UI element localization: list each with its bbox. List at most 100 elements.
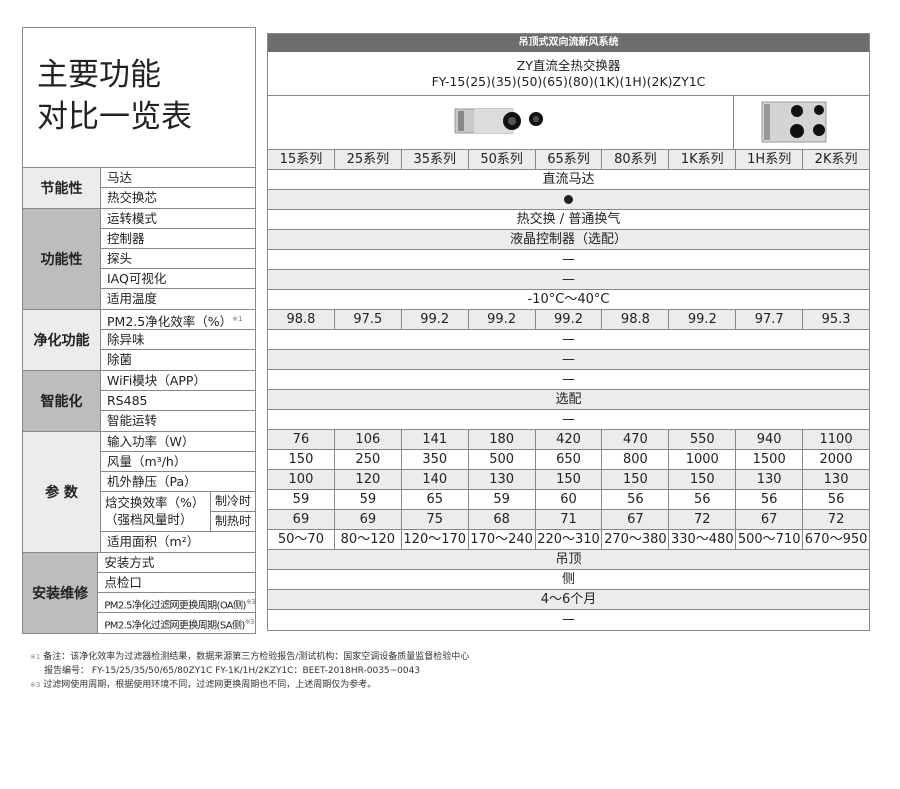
feature-item-label: PM2.5净化效率（%） bbox=[107, 314, 233, 330]
feature-item: 焓交换效率（%）（强档风量时） bbox=[101, 492, 211, 531]
spec-row: 吊顶 bbox=[268, 550, 869, 570]
spec-value: 120 bbox=[335, 470, 402, 489]
feature-items: WiFi模块（APP） RS485 智能运转 bbox=[101, 371, 255, 431]
series-header: 80系列 bbox=[602, 150, 670, 169]
spec-value: 68 bbox=[469, 510, 536, 529]
footnotes: ※1 备注：该净化效率为过滤器检测结果，数据来源第三方检验报告/测试机构：国家空… bbox=[30, 650, 469, 692]
feature-item: 智能运转 bbox=[101, 411, 255, 431]
spec-merged-value: 液晶控制器（选配） bbox=[509, 232, 627, 247]
spec-row: 50～70 80～120 120～170 170～240 220～310 270～380 3… bbox=[268, 530, 869, 550]
spec-table: 吊顶式双向流新风系统 ZY直流全热交换器 FY-15(25)(35)(50)(6… bbox=[267, 33, 870, 631]
feature-item: 除异味 bbox=[101, 330, 255, 350]
spec-value: 130 bbox=[469, 470, 536, 489]
spec-value: 100 bbox=[268, 470, 335, 489]
product-images bbox=[268, 96, 869, 150]
feature-item-label: 控制器 bbox=[107, 231, 145, 246]
feature-item: 热交换芯 bbox=[101, 188, 255, 208]
spec-value: 2000 bbox=[819, 452, 853, 467]
feature-group: 智能化 WiFi模块（APP） RS485 智能运转 bbox=[23, 371, 255, 432]
spec-row: 59 59 65 59 60 56 56 56 56 bbox=[268, 490, 869, 510]
spec-value: 150 bbox=[536, 470, 603, 489]
product-image-large bbox=[734, 96, 870, 149]
spec-row: 选配 bbox=[268, 390, 869, 410]
spec-value: 150 bbox=[669, 470, 737, 489]
spec-row: 98.8 97.5 99.2 99.2 99.2 98.8 99.2 97.7 95.3 bbox=[268, 310, 869, 330]
spec-value: 72 bbox=[827, 512, 845, 527]
feature-item: 适用面积（m²） bbox=[101, 532, 255, 552]
spec-value: 67 bbox=[602, 510, 670, 529]
footnote-text: 报告编号： FY-15/25/35/50/65/80ZY1C FY-1K/1H/… bbox=[44, 666, 421, 676]
spec-merged-value: — bbox=[562, 372, 575, 387]
spec-merged-value: 吊顶 bbox=[555, 552, 582, 567]
enthalpy-efficiency-item: 焓交换效率（%）（强档风量时） 制冷时 制热时 bbox=[101, 492, 255, 532]
feature-item-label: 安装方式 bbox=[104, 555, 155, 570]
spec-merged-value: — bbox=[562, 352, 575, 367]
spec-merged-value: 热交换 / 普通换气 bbox=[516, 212, 621, 227]
spec-row: — bbox=[268, 270, 869, 290]
system-header: 吊顶式双向流新风系统 bbox=[268, 34, 869, 52]
feature-item-label: PM2.5净化过滤网更换周期(SA侧) bbox=[104, 620, 245, 632]
sub-label: 制冷时 bbox=[211, 492, 255, 512]
series-header: 2K系列 bbox=[814, 152, 858, 167]
spec-row: — bbox=[268, 250, 869, 270]
spec-value: 1000 bbox=[669, 450, 737, 469]
spec-merged-value: 直流马达 bbox=[542, 172, 595, 187]
spec-value: 670～950 bbox=[804, 532, 868, 547]
feature-item: 点检口 bbox=[98, 573, 255, 593]
footnote-mark: ※1 bbox=[30, 653, 41, 661]
spec-value: 76 bbox=[268, 430, 335, 449]
spec-value: 141 bbox=[402, 430, 469, 449]
spec-merged-value: — bbox=[562, 412, 575, 427]
spec-merged-value: 侧 bbox=[561, 572, 575, 587]
feature-item: 安装方式 bbox=[98, 553, 255, 573]
feature-item-label: 智能运转 bbox=[107, 413, 158, 428]
spec-value: 72 bbox=[669, 510, 737, 529]
spec-value: 1100 bbox=[819, 432, 853, 447]
spec-value: 650 bbox=[536, 450, 603, 469]
feature-group: 节能性 马达 热交换芯 bbox=[23, 168, 255, 209]
series-header: 50系列 bbox=[469, 150, 536, 169]
spec-value: 150 bbox=[268, 450, 335, 469]
feature-label-table: 主要功能 对比一览表 节能性 马达 热交换芯 功能性 运转模式 控制器 探头 IAQ可视化 适用… bbox=[22, 27, 256, 634]
footnote-text: 过滤网使用周期，根据使用环境不同，过滤网更换周期也不同，上述周期仅为参考。 bbox=[43, 680, 377, 690]
spec-value: 330～480 bbox=[669, 530, 737, 549]
feature-items: 马达 热交换芯 bbox=[101, 168, 255, 208]
spec-value: 1500 bbox=[736, 450, 804, 469]
feature-item-label: 适用温度 bbox=[107, 291, 158, 306]
spec-value: 67 bbox=[736, 510, 804, 529]
spec-row: 100 120 140 130 150 150 150 130 130 bbox=[268, 470, 869, 490]
spec-value: 130 bbox=[736, 470, 804, 489]
category-label: 节能性 bbox=[23, 168, 101, 208]
category-label: 智能化 bbox=[23, 371, 101, 431]
product-image-slim bbox=[268, 96, 734, 149]
feature-item-label: PM2.5净化过滤网更换周期(OA侧) bbox=[104, 600, 246, 612]
spec-value: 97.5 bbox=[335, 310, 402, 329]
spec-value: 56 bbox=[827, 492, 845, 507]
spec-value: 69 bbox=[335, 510, 402, 529]
feature-item: PM2.5净化效率（%）※1 bbox=[101, 310, 255, 330]
spec-merged-value: — bbox=[562, 272, 575, 287]
spec-row: 69 69 75 68 71 67 72 67 72 bbox=[268, 510, 869, 530]
model-number: FY-15(25)(35)(50)(65)(80)(1K)(1H)(2K)ZY1… bbox=[431, 74, 706, 89]
feature-item: 适用温度 bbox=[101, 289, 255, 309]
note-mark: ※3 bbox=[245, 598, 255, 606]
spec-row: 热交换 / 普通换气 bbox=[268, 210, 869, 230]
feature-item-label: 适用面积（m²） bbox=[107, 534, 200, 549]
spec-value: 106 bbox=[335, 430, 402, 449]
spec-value: 59 bbox=[335, 490, 402, 509]
feature-items: 安装方式 点检口 PM2.5净化过滤网更换周期(OA侧)※3 PM2.5净化过滤网更换… bbox=[98, 553, 255, 633]
feature-item: 探头 bbox=[101, 249, 255, 269]
feature-items: 输入功率（W） 风量（m³/h） 机外静压（Pa） 焓交换效率（%）（强档风量时） 制冷… bbox=[101, 432, 255, 552]
feature-item-label: 除菌 bbox=[107, 352, 133, 367]
spec-row: 150 250 350 500 650 800 1000 1500 2000 bbox=[268, 450, 869, 470]
spec-value: 120～170 bbox=[402, 530, 469, 549]
feature-item: PM2.5净化过滤网更换周期(OA侧)※3 bbox=[98, 593, 255, 613]
feature-items: 运转模式 控制器 探头 IAQ可视化 适用温度 bbox=[101, 209, 255, 309]
spec-row: -10°C～40°C bbox=[268, 290, 869, 310]
series-header: 35系列 bbox=[402, 150, 469, 169]
spec-value: 59 bbox=[268, 490, 335, 509]
feature-item-label: RS485 bbox=[107, 393, 148, 408]
spec-value: 71 bbox=[536, 510, 603, 529]
spec-value: 800 bbox=[602, 450, 670, 469]
spec-value: 99.2 bbox=[469, 310, 536, 329]
